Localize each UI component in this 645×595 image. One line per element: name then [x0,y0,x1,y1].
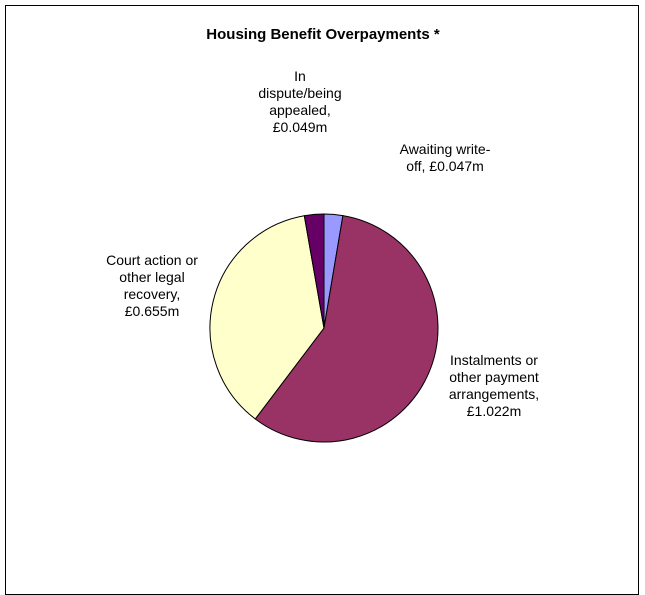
pie-slices [209,213,439,443]
slice-label-3: Court action or other legal recovery, £0.65… [106,252,198,319]
slice-label-2: Instalments or other payment arrangements,… [449,352,539,419]
slice-label-line: dispute/being [258,85,341,101]
slice-label-line: £1.022m [467,403,521,419]
slice-label-line: £0.049m [273,119,327,135]
chart-frame: Housing Benefit Overpayments * Awaiting … [5,5,639,595]
pie-chart: Housing Benefit Overpayments * Awaiting … [106,26,539,443]
slice-label-line: £0.655m [125,303,179,319]
slice-label-line: In [294,68,306,84]
slice-label-line: Awaiting write- [400,141,491,157]
slice-label-line: other legal [119,269,184,285]
slice-label-line: arrangements, [449,386,539,402]
slice-label-line: appealed, [269,102,331,118]
pie-slice-4 [303,213,325,329]
slice-label-line: Court action or [106,252,198,268]
slice-label-line: other payment [449,369,539,385]
slice-label-line: Instalments or [450,352,538,368]
slice-label-1: Awaiting write-off, £0.047m [400,141,491,174]
pie-slice-2 [254,215,439,443]
slice-label-4: In dispute/being appealed, £0.049m [258,68,341,135]
slice-label-line: recovery, [124,286,181,302]
slice-label-line: off, £0.047m [406,158,484,174]
pie-slice-3 [209,215,325,420]
chart-title: Housing Benefit Overpayments * [206,26,440,43]
slice-labels: Awaiting write-off, £0.047m Instalments o… [106,68,539,419]
